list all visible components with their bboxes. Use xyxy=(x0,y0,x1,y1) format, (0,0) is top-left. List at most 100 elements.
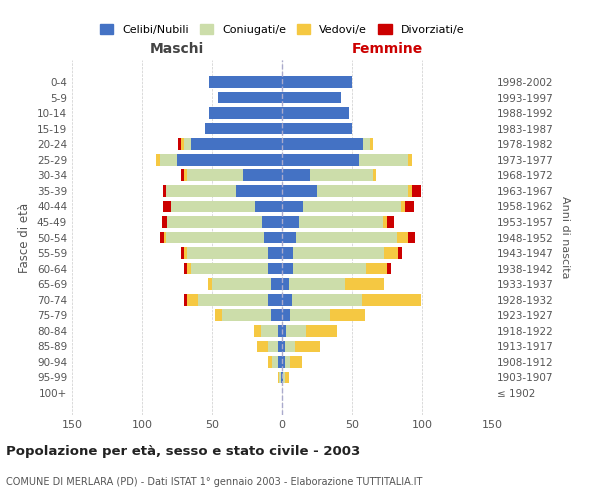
Bar xyxy=(161,216,167,228)
Bar xyxy=(408,154,412,166)
Bar xyxy=(296,232,397,243)
Bar xyxy=(286,325,306,336)
Bar xyxy=(163,200,172,212)
Bar xyxy=(283,372,285,384)
Bar xyxy=(278,372,279,384)
Bar xyxy=(262,216,282,228)
Bar xyxy=(278,325,282,336)
Bar xyxy=(268,294,282,306)
Bar xyxy=(317,185,408,196)
Bar xyxy=(282,232,296,243)
Y-axis label: Fasce di età: Fasce di età xyxy=(19,202,31,272)
Bar xyxy=(256,200,282,212)
Bar xyxy=(268,340,278,352)
Bar xyxy=(187,263,191,274)
Bar xyxy=(282,170,310,181)
Text: Maschi: Maschi xyxy=(150,42,204,56)
Bar xyxy=(172,200,256,212)
Bar xyxy=(384,247,398,259)
Bar xyxy=(282,185,317,196)
Bar xyxy=(289,278,345,290)
Bar xyxy=(366,263,387,274)
Bar xyxy=(293,263,366,274)
Bar xyxy=(373,170,376,181)
Bar xyxy=(222,310,271,321)
Bar xyxy=(209,107,282,119)
Bar xyxy=(362,294,421,306)
Bar xyxy=(282,340,285,352)
Bar xyxy=(282,216,299,228)
Bar xyxy=(397,232,408,243)
Bar xyxy=(282,310,290,321)
Bar xyxy=(178,138,181,150)
Bar xyxy=(408,185,412,196)
Bar xyxy=(181,247,184,259)
Y-axis label: Anni di nascita: Anni di nascita xyxy=(560,196,570,279)
Bar xyxy=(264,232,282,243)
Bar xyxy=(279,372,281,384)
Bar xyxy=(184,263,187,274)
Bar xyxy=(184,170,187,181)
Bar xyxy=(370,138,373,150)
Bar xyxy=(271,278,282,290)
Bar xyxy=(383,216,387,228)
Bar xyxy=(282,325,286,336)
Bar xyxy=(191,263,268,274)
Bar xyxy=(271,310,282,321)
Bar xyxy=(209,76,282,88)
Bar xyxy=(268,356,272,368)
Bar xyxy=(205,123,282,134)
Bar xyxy=(177,154,282,166)
Bar xyxy=(181,138,184,150)
Bar xyxy=(184,294,187,306)
Bar xyxy=(282,294,292,306)
Bar xyxy=(282,278,289,290)
Bar xyxy=(187,294,198,306)
Bar xyxy=(236,185,282,196)
Bar xyxy=(156,154,160,166)
Bar xyxy=(282,263,293,274)
Bar xyxy=(257,340,268,352)
Bar xyxy=(310,170,373,181)
Bar xyxy=(243,170,282,181)
Bar xyxy=(208,278,212,290)
Bar xyxy=(295,340,320,352)
Bar xyxy=(285,372,289,384)
Bar xyxy=(181,170,184,181)
Bar xyxy=(272,356,278,368)
Bar xyxy=(412,185,421,196)
Text: Femmine: Femmine xyxy=(352,42,422,56)
Bar xyxy=(163,185,166,196)
Bar xyxy=(282,247,293,259)
Bar xyxy=(293,247,384,259)
Bar xyxy=(218,92,282,104)
Bar xyxy=(187,247,268,259)
Bar xyxy=(303,200,401,212)
Bar xyxy=(166,232,264,243)
Bar xyxy=(212,278,271,290)
Bar xyxy=(329,310,365,321)
Bar xyxy=(164,232,166,243)
Legend: Celibi/Nubili, Coniugati/e, Vedovi/e, Divorziati/e: Celibi/Nubili, Coniugati/e, Vedovi/e, Di… xyxy=(95,20,469,39)
Bar xyxy=(215,310,222,321)
Bar xyxy=(160,154,177,166)
Bar xyxy=(282,200,303,212)
Bar xyxy=(292,294,362,306)
Bar xyxy=(363,138,370,150)
Bar xyxy=(282,92,341,104)
Bar xyxy=(198,294,268,306)
Bar xyxy=(278,340,282,352)
Bar xyxy=(285,340,295,352)
Bar xyxy=(398,247,403,259)
Bar xyxy=(290,310,329,321)
Bar xyxy=(184,138,191,150)
Text: Popolazione per età, sesso e stato civile - 2003: Popolazione per età, sesso e stato civil… xyxy=(6,445,360,458)
Bar xyxy=(191,138,282,150)
Text: COMUNE DI MERLARA (PD) - Dati ISTAT 1° gennaio 2003 - Elaborazione TUTTITALIA.IT: COMUNE DI MERLARA (PD) - Dati ISTAT 1° g… xyxy=(6,477,422,487)
Bar xyxy=(282,123,352,134)
Bar xyxy=(282,372,283,384)
Bar xyxy=(285,356,290,368)
Bar xyxy=(282,76,352,88)
Bar xyxy=(282,138,363,150)
Bar xyxy=(282,356,285,368)
